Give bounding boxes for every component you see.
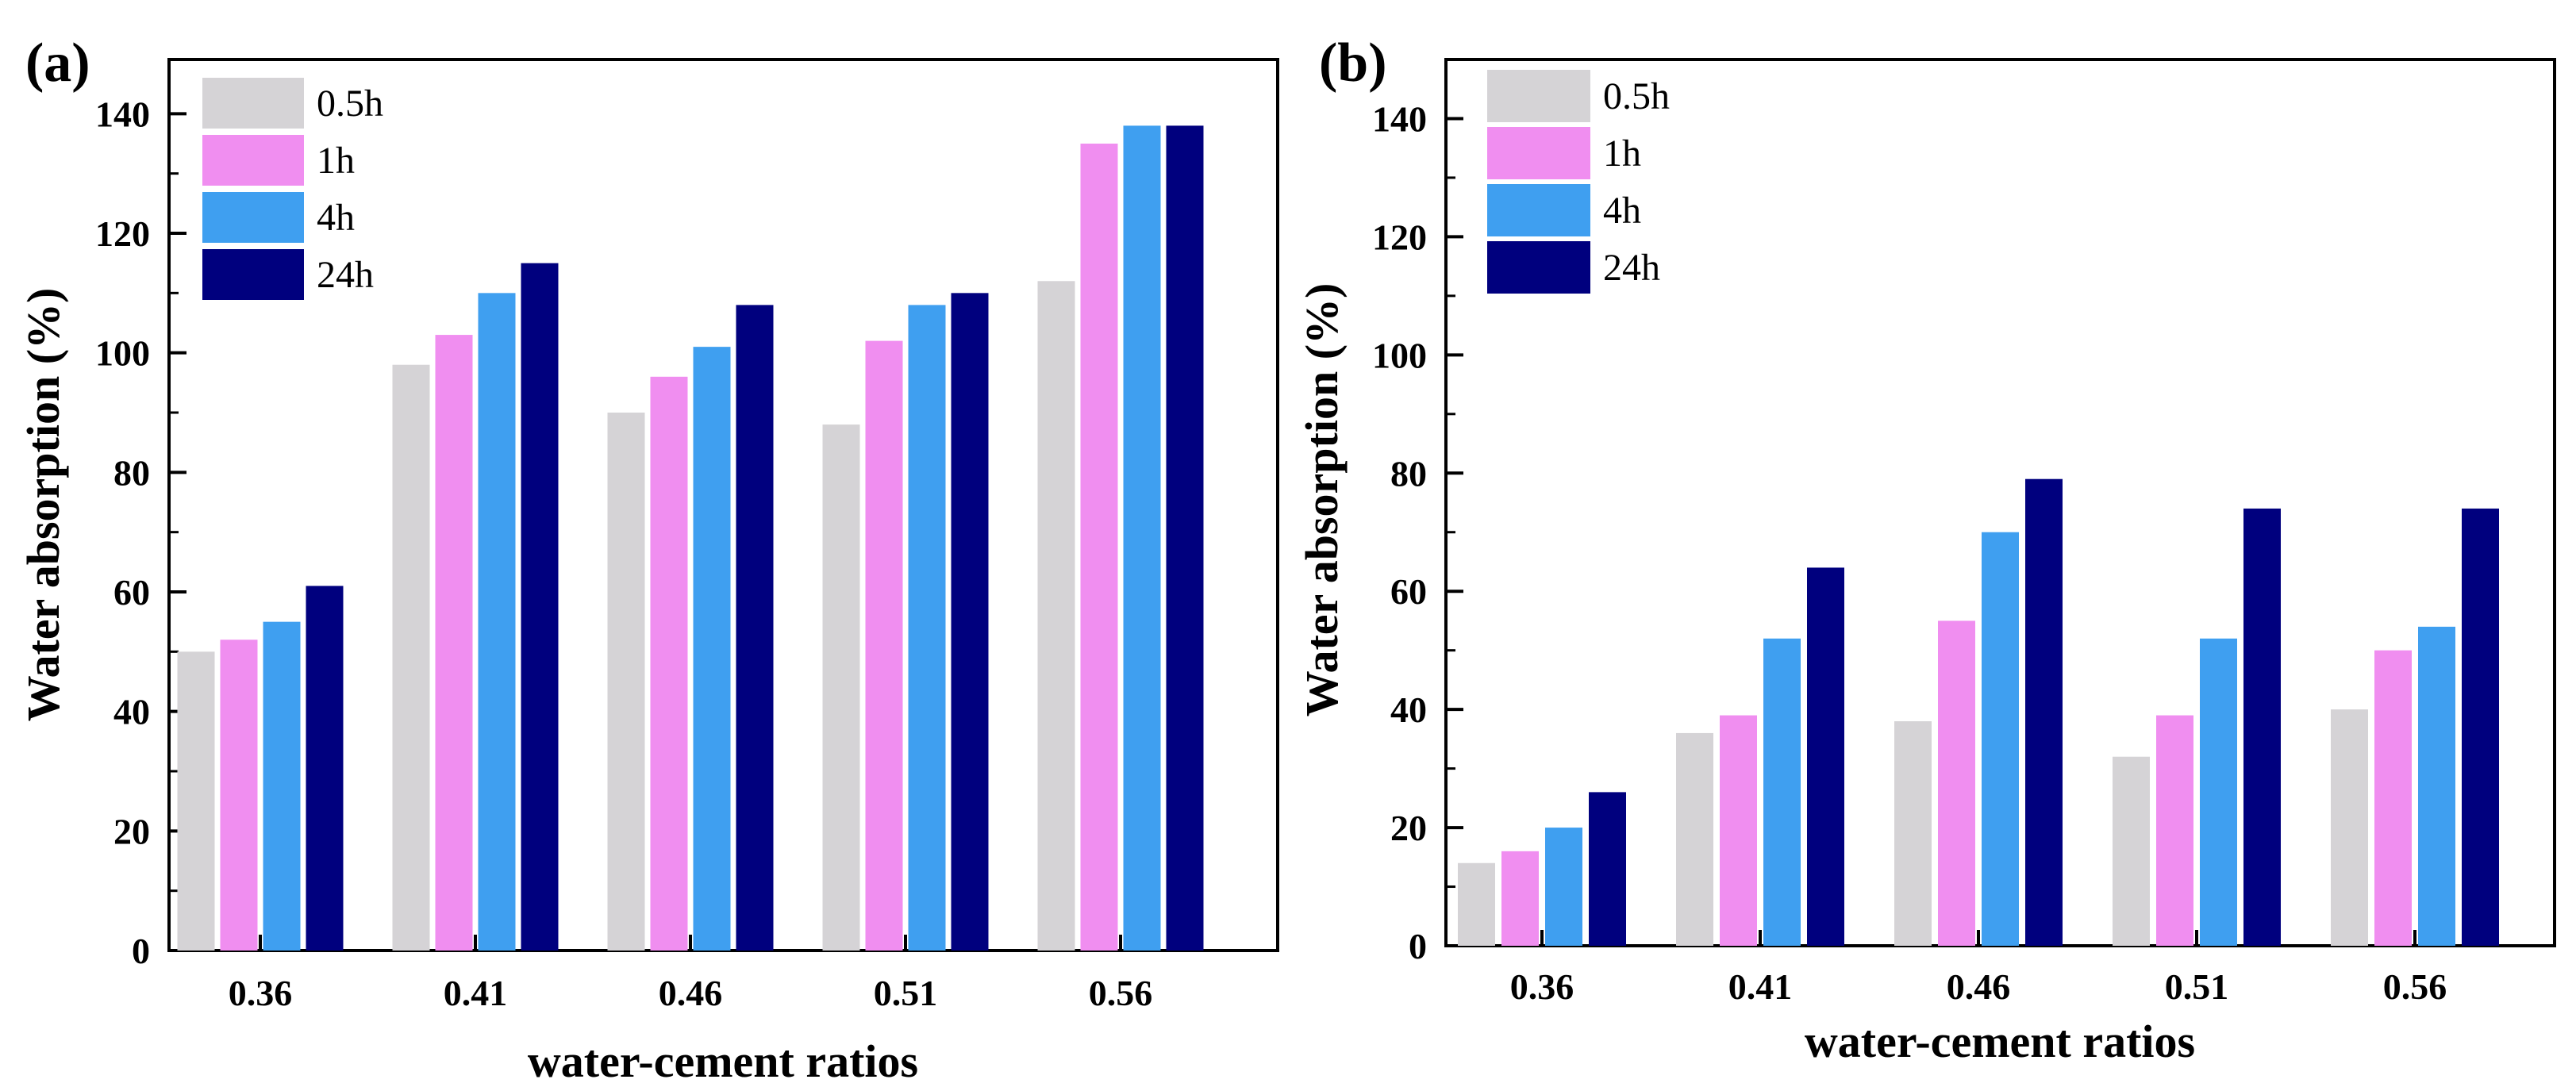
legend: 0.5h 1h 4h 24h xyxy=(202,78,383,300)
bar-0_5h-0.56 xyxy=(1037,281,1075,951)
bar-0_5h-0.56 xyxy=(2331,709,2368,946)
x-axis-title: water-cement ratios xyxy=(1805,1016,2195,1067)
x-tick-label: 0.41 xyxy=(1728,966,1793,1007)
bar-4h-0.36 xyxy=(1545,828,1582,946)
x-tick-label: 0.46 xyxy=(659,973,723,1013)
x-tick-label: 0.36 xyxy=(229,973,293,1013)
bar-24h-0.46 xyxy=(2025,478,2063,946)
y-tick-label: 80 xyxy=(1390,453,1427,494)
legend-swatch xyxy=(202,135,304,186)
y-tick-label: 120 xyxy=(95,213,150,254)
legend-label: 1h xyxy=(1603,133,1641,175)
bar-0_5h-0.51 xyxy=(822,424,860,951)
x-tick-label: 0.56 xyxy=(2383,966,2447,1007)
legend-label: 24h xyxy=(317,254,374,296)
bar-4h-0.36 xyxy=(263,621,301,951)
bar-24h-0.51 xyxy=(2243,508,2281,946)
x-tick-label: 0.51 xyxy=(874,973,938,1013)
legend-swatch xyxy=(1487,184,1590,236)
bar-0_5h-0.36 xyxy=(177,651,215,951)
bar-0_5h-0.46 xyxy=(1894,721,1932,946)
bar-4h-0.46 xyxy=(1982,532,2019,946)
legend: 0.5h 1h 4h 24h xyxy=(1487,70,1670,294)
legend-label: 1h xyxy=(317,140,355,182)
legend-swatch xyxy=(202,78,304,129)
y-tick-label: 80 xyxy=(113,452,150,493)
y-axis: 0 20 40 60 80 100 120 140 xyxy=(95,94,186,971)
bar-1h-0.46 xyxy=(650,376,688,951)
bar-4h-0.51 xyxy=(2200,638,2237,946)
legend-swatch xyxy=(202,249,304,300)
y-tick-label: 40 xyxy=(113,692,150,732)
bar-1h-0.41 xyxy=(435,335,473,951)
bar-0_5h-0.36 xyxy=(1458,862,1495,946)
x-axis: 0.36 0.41 0.46 0.51 0.56 xyxy=(1510,930,2447,1007)
y-tick-label: 20 xyxy=(113,811,150,851)
bar-0_5h-0.41 xyxy=(1676,732,1713,946)
legend-label: 4h xyxy=(317,197,355,239)
bar-24h-0.41 xyxy=(1807,567,1844,946)
x-axis-title: water-cement ratios xyxy=(528,1035,918,1087)
y-tick-label: 0 xyxy=(1409,926,1427,966)
x-tick-label: 0.36 xyxy=(1510,966,1574,1007)
bar-0_5h-0.51 xyxy=(2113,756,2150,946)
bar-1h-0.46 xyxy=(1938,620,1975,946)
legend-label: 24h xyxy=(1603,247,1660,289)
panel-label: (b) xyxy=(1319,33,1387,94)
legend-swatch xyxy=(202,192,304,243)
x-tick-label: 0.41 xyxy=(444,973,508,1013)
y-tick-label: 60 xyxy=(1390,571,1427,612)
bar-4h-0.56 xyxy=(2418,626,2455,946)
bar-0_5h-0.46 xyxy=(607,413,645,951)
y-tick-label: 40 xyxy=(1390,689,1427,730)
bar-4h-0.41 xyxy=(1763,638,1801,946)
bar-24h-0.36 xyxy=(306,586,344,951)
bar-1h-0.41 xyxy=(1720,715,1757,946)
x-tick-label: 0.56 xyxy=(1089,973,1153,1013)
y-axis-title: Water absorption (%) xyxy=(17,288,69,722)
bar-4h-0.41 xyxy=(478,293,516,951)
y-tick-label: 100 xyxy=(95,333,150,374)
bar-1h-0.36 xyxy=(220,640,258,951)
y-axis-title: Water absorption (%) xyxy=(1296,283,1348,717)
legend-swatch xyxy=(1487,241,1590,294)
y-tick-label: 20 xyxy=(1390,808,1427,848)
y-tick-label: 140 xyxy=(1372,98,1427,139)
legend-label: 0.5h xyxy=(1603,75,1670,117)
bar-0_5h-0.41 xyxy=(392,364,430,951)
bar-4h-0.56 xyxy=(1123,125,1161,951)
legend-label: 0.5h xyxy=(317,83,383,125)
legend-swatch xyxy=(1487,70,1590,122)
bars xyxy=(177,125,1204,951)
bar-1h-0.56 xyxy=(1080,144,1118,951)
bar-1h-0.56 xyxy=(2374,650,2412,946)
panel-label: (a) xyxy=(25,33,90,94)
y-tick-label: 60 xyxy=(113,572,150,613)
bar-24h-0.51 xyxy=(951,293,989,951)
y-axis: 0 20 40 60 80 100 120 140 xyxy=(1372,98,1463,966)
y-tick-label: 140 xyxy=(95,94,150,134)
bar-24h-0.46 xyxy=(736,305,774,951)
x-axis: 0.36 0.41 0.46 0.51 0.56 xyxy=(229,935,1153,1013)
bar-4h-0.51 xyxy=(908,305,946,951)
bar-1h-0.51 xyxy=(865,340,903,951)
y-tick-label: 120 xyxy=(1372,217,1427,257)
y-tick-label: 0 xyxy=(132,931,150,971)
bar-24h-0.36 xyxy=(1589,792,1626,946)
bar-24h-0.56 xyxy=(1166,125,1204,951)
bar-24h-0.56 xyxy=(2462,508,2499,946)
bar-1h-0.51 xyxy=(2156,715,2193,946)
legend-swatch xyxy=(1487,127,1590,179)
legend-label: 4h xyxy=(1603,190,1641,232)
bar-1h-0.36 xyxy=(1501,851,1539,946)
x-tick-label: 0.46 xyxy=(1947,966,2011,1007)
bar-4h-0.46 xyxy=(693,347,731,951)
y-tick-label: 100 xyxy=(1372,335,1427,375)
bars xyxy=(1458,478,2499,946)
x-tick-label: 0.51 xyxy=(2165,966,2229,1007)
bar-24h-0.41 xyxy=(521,263,559,951)
